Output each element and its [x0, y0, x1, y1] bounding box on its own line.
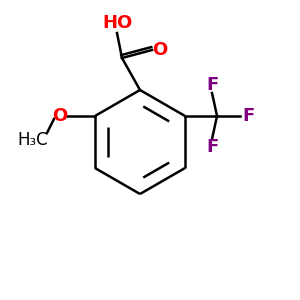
Text: O: O: [52, 107, 68, 125]
Text: F: F: [242, 107, 254, 125]
Text: HO: HO: [102, 14, 132, 32]
Text: O: O: [152, 41, 168, 59]
Text: H₃C: H₃C: [18, 131, 48, 149]
Text: F: F: [206, 76, 218, 94]
Text: F: F: [206, 138, 218, 156]
